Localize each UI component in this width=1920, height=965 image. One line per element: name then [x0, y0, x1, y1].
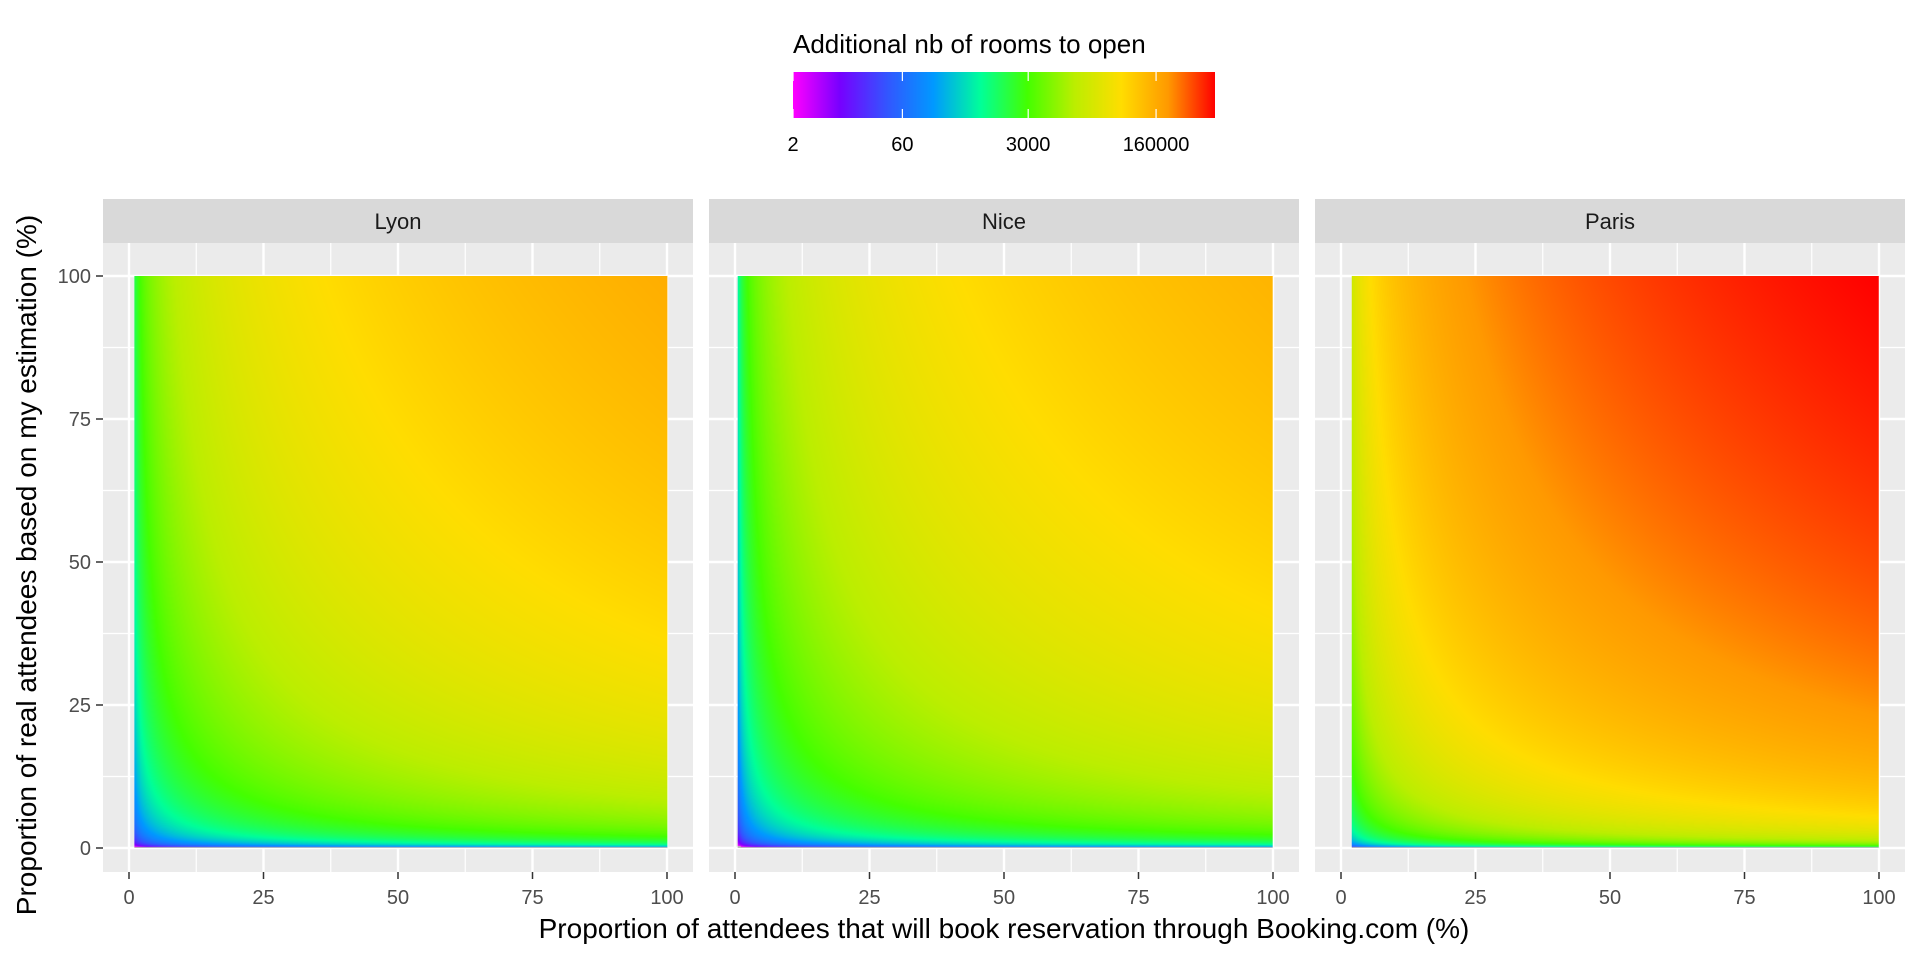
y-tick-label: 100	[58, 266, 91, 288]
y-tick-label: 75	[69, 409, 91, 431]
x-tick-label: 100	[1256, 887, 1289, 909]
facet-label: Lyon	[375, 209, 422, 234]
facet-strip	[1315, 199, 1905, 243]
x-tick-label: 100	[650, 887, 683, 909]
x-tick-label: 25	[1464, 887, 1486, 909]
panel-lyon: Lyon 0 25 50 75 100 0 25 50 75 100	[58, 199, 693, 909]
legend-tick-label: 160000	[1123, 134, 1190, 156]
x-axis-label: Proportion of attendees that will book r…	[539, 913, 1470, 944]
legend-tick-label: 60	[891, 134, 913, 156]
facet-label: Nice	[982, 209, 1026, 234]
x-tick-label: 50	[993, 887, 1015, 909]
facet-strip	[709, 199, 1299, 243]
legend: Additional nb of rooms to open 2 60 3000 16…	[787, 29, 1215, 156]
facet-label: Paris	[1585, 209, 1635, 234]
legend-tick-label: 3000	[1006, 134, 1051, 156]
x-tick-label: 0	[729, 887, 740, 909]
panel-nice: Nice 0 25 50 75 100	[709, 199, 1299, 909]
x-tick-label: 75	[521, 887, 543, 909]
facet-strip	[103, 199, 693, 243]
legend-tick-label: 2	[787, 134, 798, 156]
x-tick-label: 0	[1335, 887, 1346, 909]
y-tick-label: 25	[69, 695, 91, 717]
x-tick-label: 100	[1862, 887, 1895, 909]
x-tick-label: 50	[1599, 887, 1621, 909]
legend-colorbar	[793, 72, 1215, 118]
x-tick-label: 0	[123, 887, 134, 909]
heatmap-raster	[737, 276, 1273, 848]
x-tick-label: 25	[858, 887, 880, 909]
x-tick-label: 50	[387, 887, 409, 909]
y-axis-label: Proportion of real attendees based on my…	[11, 215, 42, 915]
x-tick-label: 25	[252, 887, 274, 909]
y-tick-label: 0	[80, 838, 91, 860]
legend-title: Additional nb of rooms to open	[793, 29, 1146, 59]
panel-paris: Paris 0 25 50 75 100	[1315, 199, 1905, 909]
y-tick-label: 50	[69, 552, 91, 574]
heatmap-raster	[134, 276, 668, 848]
x-tick-label: 75	[1127, 887, 1149, 909]
heatmap-raster	[1351, 276, 1879, 848]
x-tick-label: 75	[1733, 887, 1755, 909]
